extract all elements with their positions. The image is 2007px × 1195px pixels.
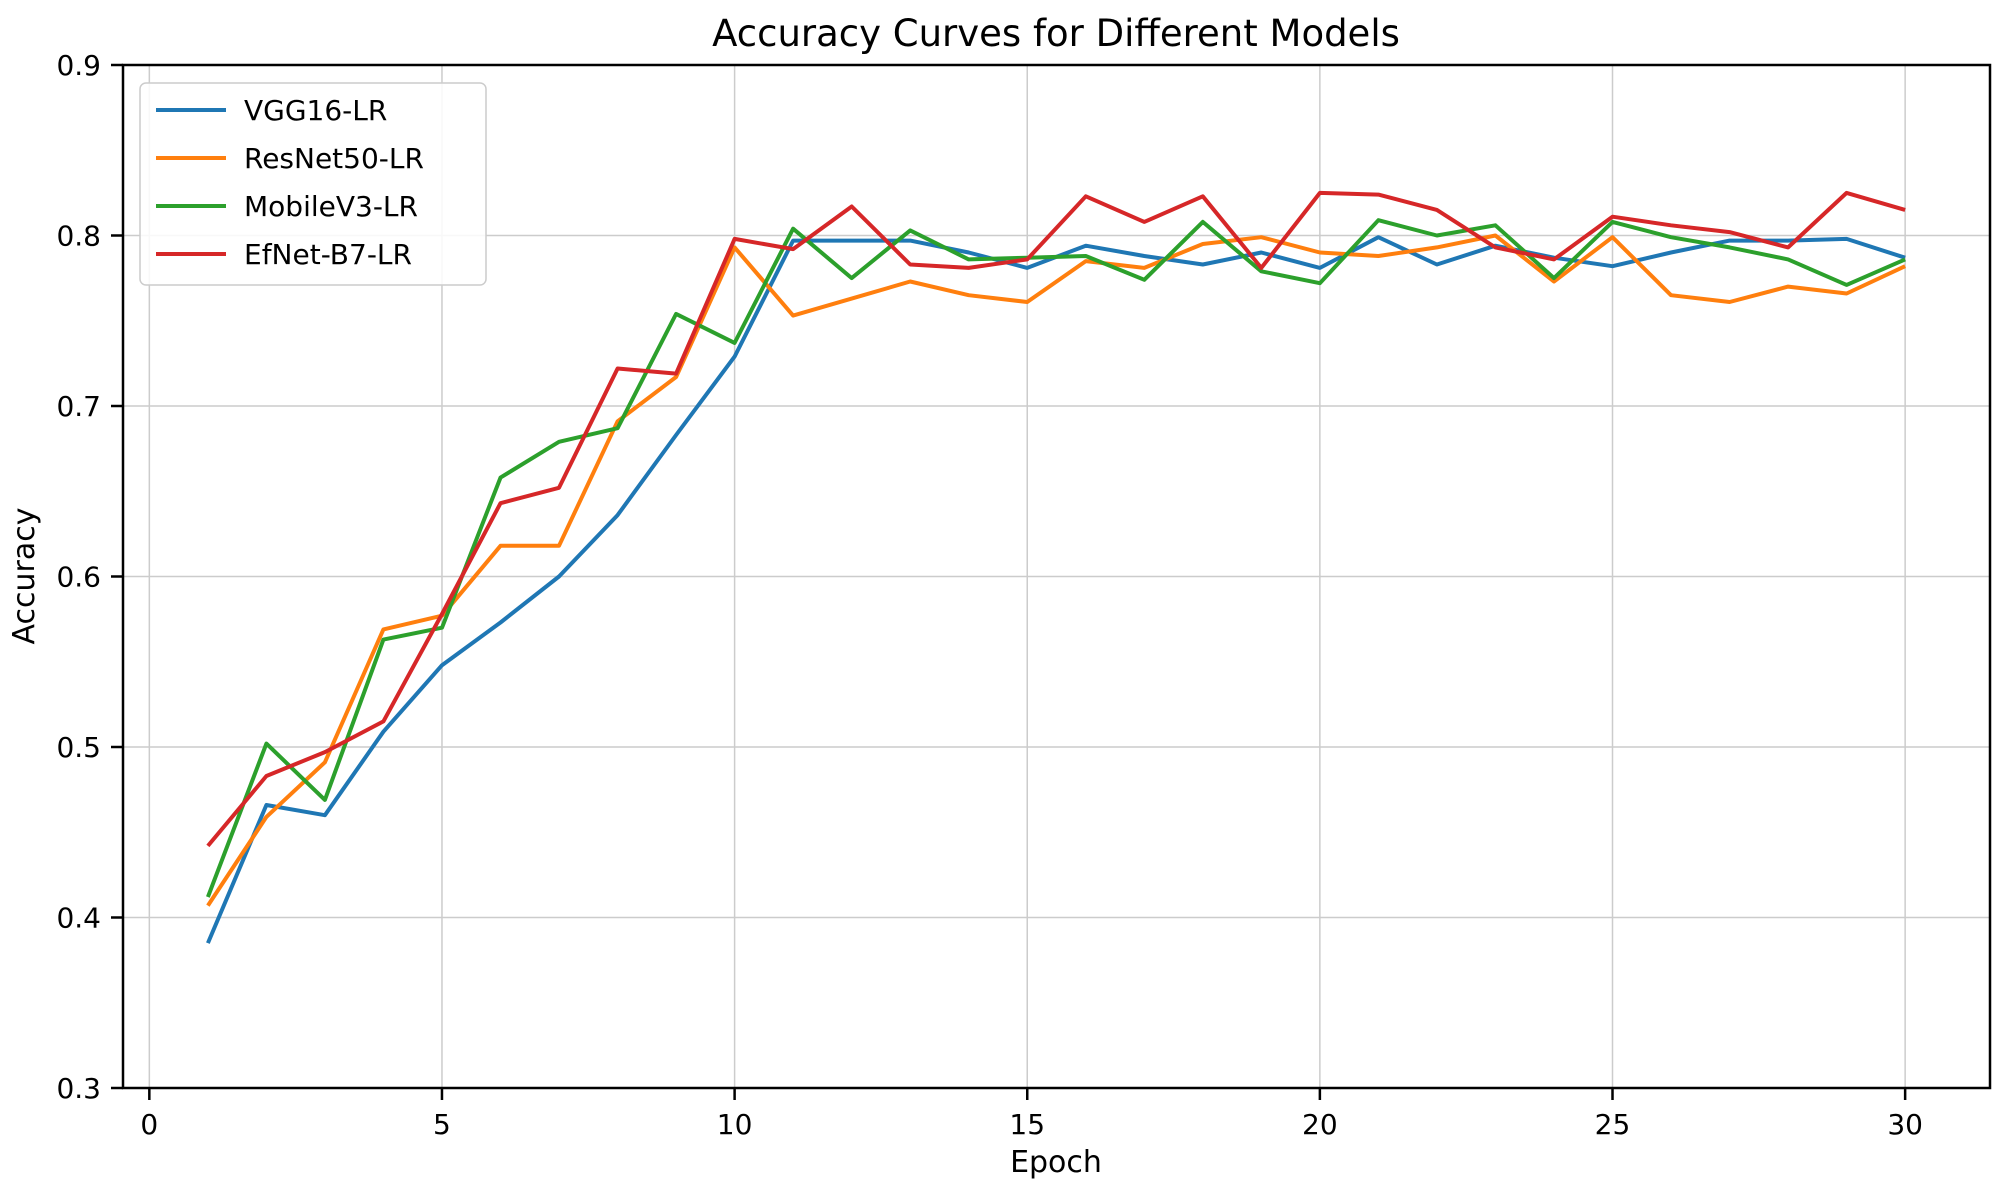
y-axis-label: Accuracy [7, 508, 42, 645]
y-tick-label: 0.5 [56, 731, 101, 764]
legend-label: ResNet50-LR [244, 142, 424, 175]
tick-layer: 0 5 10 15 20 25 30 0.3 0.4 0.5 0.6 0.7 0.8 0.9 [56, 49, 1922, 1141]
y-tick-label: 0.4 [56, 902, 101, 935]
x-axis-label: Epoch [1010, 1145, 1102, 1180]
series-line-EfNet-B7-LR [206, 190, 1906, 848]
x-tick-label: 30 [1887, 1108, 1923, 1141]
legend: VGG16-LR ResNet50-LR MobileV3-LR EfNet-B7-L… [139, 82, 487, 286]
x-tick-label: 5 [433, 1108, 451, 1141]
series-line-MobileV3-LR [206, 218, 1906, 898]
legend-entry-MobileV3-LR: MobileV3-LR [156, 190, 418, 223]
legend-box [139, 82, 487, 286]
y-tick-label: 0.8 [56, 220, 101, 253]
y-tick-label: 0.9 [56, 49, 101, 82]
legend-label: EfNet-B7-LR [244, 238, 412, 271]
x-tick-label: 10 [717, 1108, 753, 1141]
legend-entry-VGG16-LR: VGG16-LR [156, 94, 387, 127]
legend-label: VGG16-LR [244, 94, 387, 127]
chart-title: Accuracy Curves for Different Models [712, 12, 1400, 55]
y-tick-label: 0.6 [56, 561, 101, 594]
x-tick-label: 25 [1595, 1108, 1631, 1141]
legend-entry-EfNet-B7-LR: EfNet-B7-LR [156, 238, 412, 271]
x-tick-label: 20 [1302, 1108, 1338, 1141]
legend-entry-ResNet50-LR: ResNet50-LR [156, 142, 424, 175]
series-layer [206, 190, 1906, 944]
x-tick-label: 0 [140, 1108, 158, 1141]
x-tick-label: 15 [1009, 1108, 1045, 1141]
y-tick-label: 0.7 [56, 390, 101, 423]
y-tick-label: 0.3 [56, 1072, 101, 1105]
legend-label: MobileV3-LR [244, 190, 418, 223]
series-line-ResNet50-LR [206, 233, 1906, 907]
